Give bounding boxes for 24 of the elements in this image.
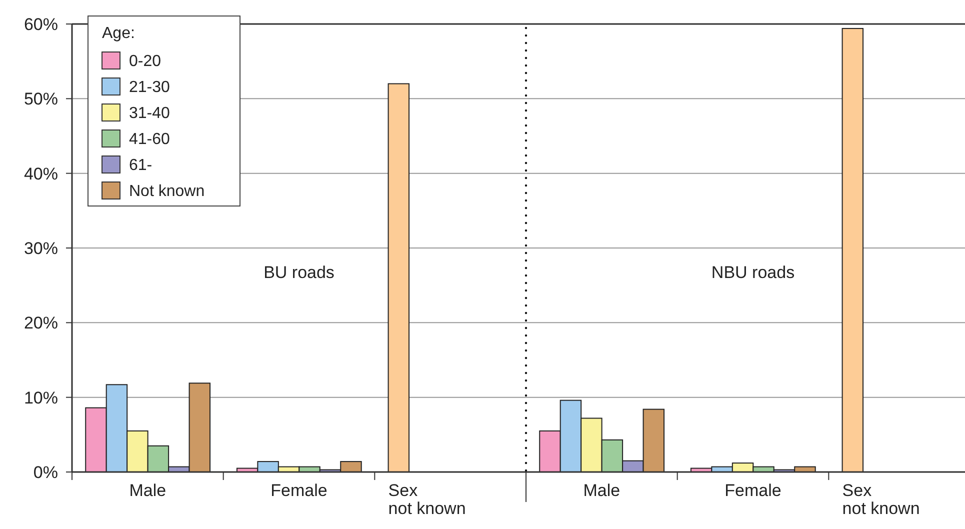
x-tick-label: Female — [724, 481, 782, 500]
y-tick-label: 50% — [24, 90, 58, 109]
x-tick-label: Male — [129, 481, 166, 500]
y-tick-label: 40% — [24, 164, 58, 184]
bar — [842, 28, 864, 472]
x-tick-label: Sex not known — [842, 481, 920, 518]
legend-label: 61- — [129, 157, 152, 174]
annotation: NBU roads — [711, 263, 795, 282]
legend-label: 0-20 — [129, 53, 162, 70]
legend-label: Not known — [129, 183, 205, 200]
x-tick-label: Sex not known — [388, 481, 466, 518]
legend-label: 41-60 — [129, 131, 170, 148]
legend-label: 31-40 — [129, 105, 170, 122]
y-tick-label: 10% — [24, 388, 58, 408]
legend-label: 21-30 — [129, 79, 170, 96]
y-tick-label: 20% — [24, 314, 58, 333]
legend-title: Age: — [102, 25, 135, 42]
annotation: BU roads — [264, 263, 334, 282]
y-tick-label: 30% — [24, 238, 58, 258]
y-tick-label: 60% — [24, 14, 58, 34]
y-tick-label: 0% — [33, 462, 58, 482]
bar — [388, 83, 410, 472]
x-tick-label: Female — [270, 481, 328, 500]
x-tick-label: Male — [583, 481, 620, 500]
